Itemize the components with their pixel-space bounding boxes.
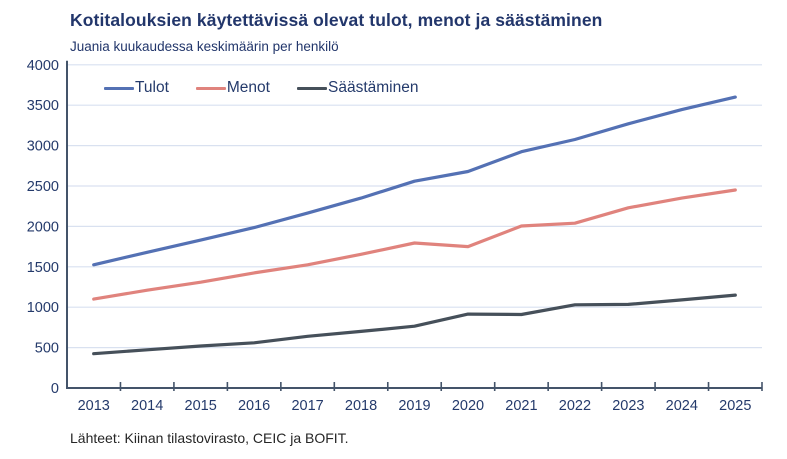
y-axis-label: 2000: [27, 219, 59, 235]
source-note: Lähteet: Kiinan tilastovirasto, CEIC ja …: [70, 430, 349, 446]
legend-label: Tulot: [135, 79, 169, 96]
y-axis-label: 1500: [27, 260, 59, 276]
chart-subtitle: Juania kuukaudessa keskimäärin per henki…: [70, 39, 339, 54]
x-axis-label: 2017: [291, 398, 323, 414]
x-axis-label: 2014: [131, 398, 163, 414]
y-axis-label: 3500: [27, 98, 59, 114]
x-axis-label: 2018: [345, 398, 377, 414]
legend-item-tulot: Tulot: [104, 79, 169, 97]
x-axis-label: 2013: [78, 398, 110, 414]
x-axis-label: 2021: [505, 398, 537, 414]
chart-title: Kotitalouksien käytettävissä olevat tulo…: [70, 10, 603, 30]
legend-label: Säästäminen: [327, 79, 419, 96]
legend-swatch: [195, 86, 226, 90]
chart-legend: Tulot Menot Säästäminen: [104, 79, 418, 97]
legend-item-menot: Menot: [195, 79, 270, 97]
series-line-menot: [92, 188, 737, 301]
series-line-sstminen: [92, 293, 737, 356]
x-axis-label: 2020: [452, 398, 484, 414]
y-axis-label: 4000: [27, 58, 59, 74]
x-axis-label: 2024: [666, 398, 698, 414]
x-axis-label: 2022: [559, 398, 591, 414]
y-axis-label: 0: [51, 381, 59, 397]
y-axis-label: 2500: [27, 179, 59, 195]
legend-swatch: [104, 86, 134, 90]
y-axis-label: 500: [35, 341, 59, 357]
x-axis-label: 2023: [612, 398, 644, 414]
legend-label: Menot: [226, 79, 270, 96]
y-axis-label: 3000: [27, 139, 59, 155]
x-axis-label: 2016: [238, 398, 270, 414]
series-line-tulot: [92, 95, 737, 267]
legend-swatch: [296, 86, 327, 90]
x-axis-label: 2019: [398, 398, 430, 414]
x-axis-label: 2025: [719, 398, 751, 414]
legend-item-sstminen: Säästäminen: [296, 79, 419, 97]
x-axis-label: 2015: [185, 398, 217, 414]
y-axis-label: 1000: [27, 300, 59, 316]
